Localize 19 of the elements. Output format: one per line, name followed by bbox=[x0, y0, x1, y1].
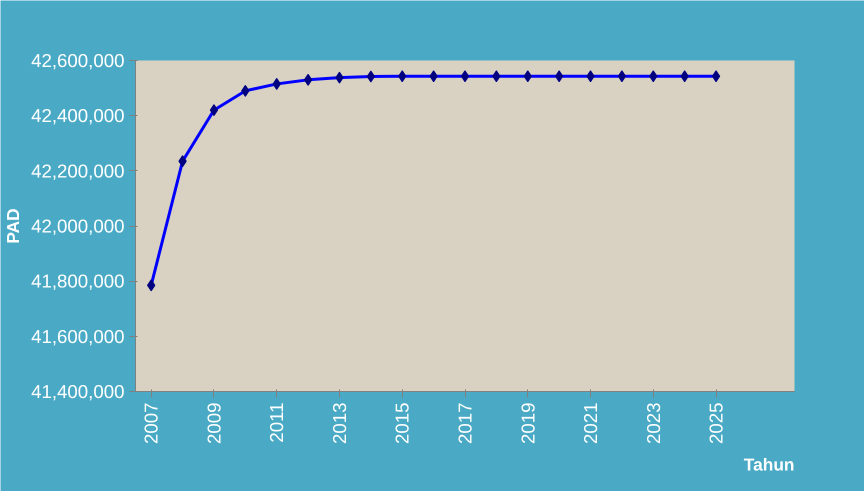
x-tick-label: 2021 bbox=[580, 402, 602, 444]
y-tick-label: 41,800,000 bbox=[31, 270, 125, 292]
x-axis-title: Tahun bbox=[744, 454, 795, 474]
y-tick-label: 41,400,000 bbox=[31, 381, 125, 402]
x-tick-label: 2023 bbox=[642, 402, 664, 444]
y-axis-title: PAD bbox=[3, 208, 24, 244]
y-tick-label: 41,600,000 bbox=[31, 326, 125, 347]
y-tick-label: 42,200,000 bbox=[31, 160, 125, 182]
x-tick-label: 2019 bbox=[517, 402, 538, 444]
x-tick-label: 2009 bbox=[203, 402, 224, 444]
x-tick-label: 2017 bbox=[454, 402, 476, 444]
y-tick-label: 42,400,000 bbox=[31, 105, 125, 126]
x-tick-label: 2007 bbox=[140, 402, 162, 444]
x-tick-label: 2025 bbox=[706, 402, 727, 444]
x-tick-label: 2015 bbox=[392, 402, 413, 444]
x-tick-label: 2011 bbox=[266, 402, 288, 443]
x-tick-label: 2013 bbox=[328, 402, 350, 444]
y-tick-label: 42,600,000 bbox=[31, 50, 125, 71]
y-tick-label: 42,000,000 bbox=[31, 216, 125, 236]
